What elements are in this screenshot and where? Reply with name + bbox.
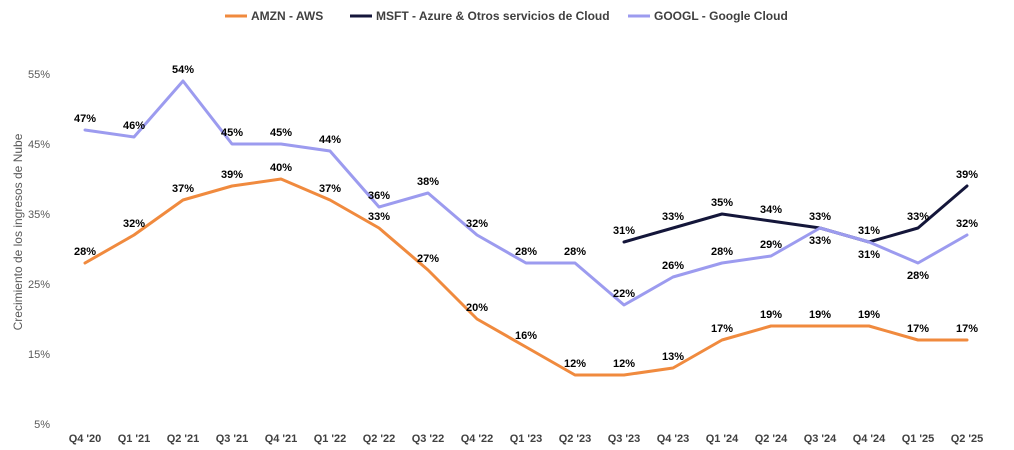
data-label-googl-google-cloud: 28% (515, 246, 537, 258)
data-label-googl-google-cloud: 28% (711, 246, 733, 258)
data-label-amzn-aws: 19% (760, 309, 782, 321)
x-tick-label: Q1 '25 (902, 433, 935, 445)
data-label-msft-azure-otros-servicios-de-cloud: 33% (907, 211, 929, 223)
data-label-amzn-aws: 12% (564, 358, 586, 370)
data-label-msft-azure-otros-servicios-de-cloud: 34% (760, 204, 782, 216)
series-line-googl-google-cloud (83, 79, 969, 307)
data-label-googl-google-cloud: 54% (172, 64, 194, 76)
x-tick-label: Q4 '20 (69, 433, 102, 445)
y-tick-label: 15% (28, 349, 50, 361)
data-label-amzn-aws: 33% (368, 211, 390, 223)
data-label-msft-azure-otros-servicios-de-cloud: 35% (711, 197, 733, 209)
x-tick-label: Q4 '22 (461, 433, 494, 445)
data-label-amzn-aws: 16% (515, 330, 537, 342)
legend: AMZN - AWS MSFT - Azure & Otros servicios… (225, 9, 788, 23)
data-label-amzn-aws: 37% (172, 183, 194, 195)
y-tick-label: 5% (34, 419, 50, 431)
x-tick-label: Q3 '23 (608, 433, 641, 445)
data-label-googl-google-cloud: 33% (809, 235, 831, 247)
x-axis: Q4 '20 Q1 '21 Q2 '21 Q3 '21 Q4 '21 Q1 '22 Q2 '… (69, 433, 984, 445)
x-tick-label: Q2 '21 (167, 433, 200, 445)
x-tick-label: Q2 '23 (559, 433, 592, 445)
y-tick-label: 55% (28, 69, 50, 81)
data-label-amzn-aws: 28% (74, 246, 96, 258)
data-label-googl-google-cloud: 45% (270, 127, 292, 139)
data-label-msft-azure-otros-servicios-de-cloud: 31% (858, 225, 880, 237)
data-label-googl-google-cloud: 32% (956, 218, 978, 230)
x-tick-label: Q3 '24 (804, 433, 837, 445)
data-label-amzn-aws: 32% (123, 218, 145, 230)
data-label-googl-google-cloud: 45% (221, 127, 243, 139)
data-label-googl-google-cloud: 28% (907, 270, 929, 282)
data-label-amzn-aws: 20% (466, 302, 488, 314)
x-tick-label: Q3 '21 (216, 433, 249, 445)
data-label-amzn-aws: 17% (956, 323, 978, 335)
data-label-amzn-aws: 13% (662, 351, 684, 363)
x-tick-label: Q1 '24 (706, 433, 739, 445)
data-label-amzn-aws: 37% (319, 183, 341, 195)
legend-label-googl-google-cloud: GOOGL - Google Cloud (654, 9, 788, 23)
data-label-amzn-aws: 12% (613, 358, 635, 370)
data-label-msft-azure-otros-servicios-de-cloud: 33% (809, 211, 831, 223)
data-label-googl-google-cloud: 28% (564, 246, 586, 258)
data-label-googl-google-cloud: 44% (319, 134, 341, 146)
data-label-amzn-aws: 19% (809, 309, 831, 321)
series-line-msft-azure-otros-servicios-de-cloud (622, 184, 969, 244)
x-tick-label: Q2 '22 (363, 433, 396, 445)
x-tick-label: Q1 '23 (510, 433, 543, 445)
data-label-googl-google-cloud: 22% (613, 288, 635, 300)
data-label-amzn-aws: 40% (270, 162, 292, 174)
data-label-msft-azure-otros-servicios-de-cloud: 33% (662, 211, 684, 223)
data-label-msft-azure-otros-servicios-de-cloud: 31% (613, 225, 635, 237)
x-tick-label: Q2 '25 (951, 433, 984, 445)
x-tick-label: Q4 '23 (657, 433, 690, 445)
data-label-amzn-aws: 19% (858, 309, 880, 321)
data-label-amzn-aws: 17% (711, 323, 733, 335)
y-tick-label: 35% (28, 209, 50, 221)
y-tick-label: 45% (28, 139, 50, 151)
data-label-googl-google-cloud: 32% (466, 218, 488, 230)
data-label-amzn-aws: 17% (907, 323, 929, 335)
x-tick-label: Q4 '24 (853, 433, 886, 445)
data-label-googl-google-cloud: 29% (760, 239, 782, 251)
data-labels: 28% 32% 37% 39% 40% 37% 33% 27% 20% 16% 12% 12% 13% 1… (74, 64, 978, 370)
data-label-googl-google-cloud: 38% (417, 176, 439, 188)
x-tick-label: Q1 '22 (314, 433, 347, 445)
series-lines (83, 79, 969, 377)
data-label-googl-google-cloud: 36% (368, 190, 390, 202)
data-label-amzn-aws: 39% (221, 169, 243, 181)
data-label-googl-google-cloud: 26% (662, 260, 684, 272)
x-tick-label: Q1 '21 (118, 433, 151, 445)
y-axis: 5% 15% 25% 35% 45% 55% (28, 69, 50, 431)
data-label-googl-google-cloud: 31% (858, 249, 880, 261)
data-label-msft-azure-otros-servicios-de-cloud: 39% (956, 169, 978, 181)
legend-label-amzn-aws: AMZN - AWS (251, 9, 323, 23)
x-tick-label: Q4 '21 (265, 433, 298, 445)
data-label-googl-google-cloud: 46% (123, 120, 145, 132)
series-line-amzn-aws (83, 177, 969, 377)
data-label-amzn-aws: 27% (417, 253, 439, 265)
y-tick-label: 25% (28, 279, 50, 291)
y-axis-title: Crecimiento de los ingresos de Nube (11, 133, 25, 330)
data-label-googl-google-cloud: 47% (74, 113, 96, 125)
legend-label-msft-azure-otros-servicios-de-cloud: MSFT - Azure & Otros servicios de Cloud (376, 9, 610, 23)
x-tick-label: Q3 '22 (412, 433, 445, 445)
x-tick-label: Q2 '24 (755, 433, 788, 445)
